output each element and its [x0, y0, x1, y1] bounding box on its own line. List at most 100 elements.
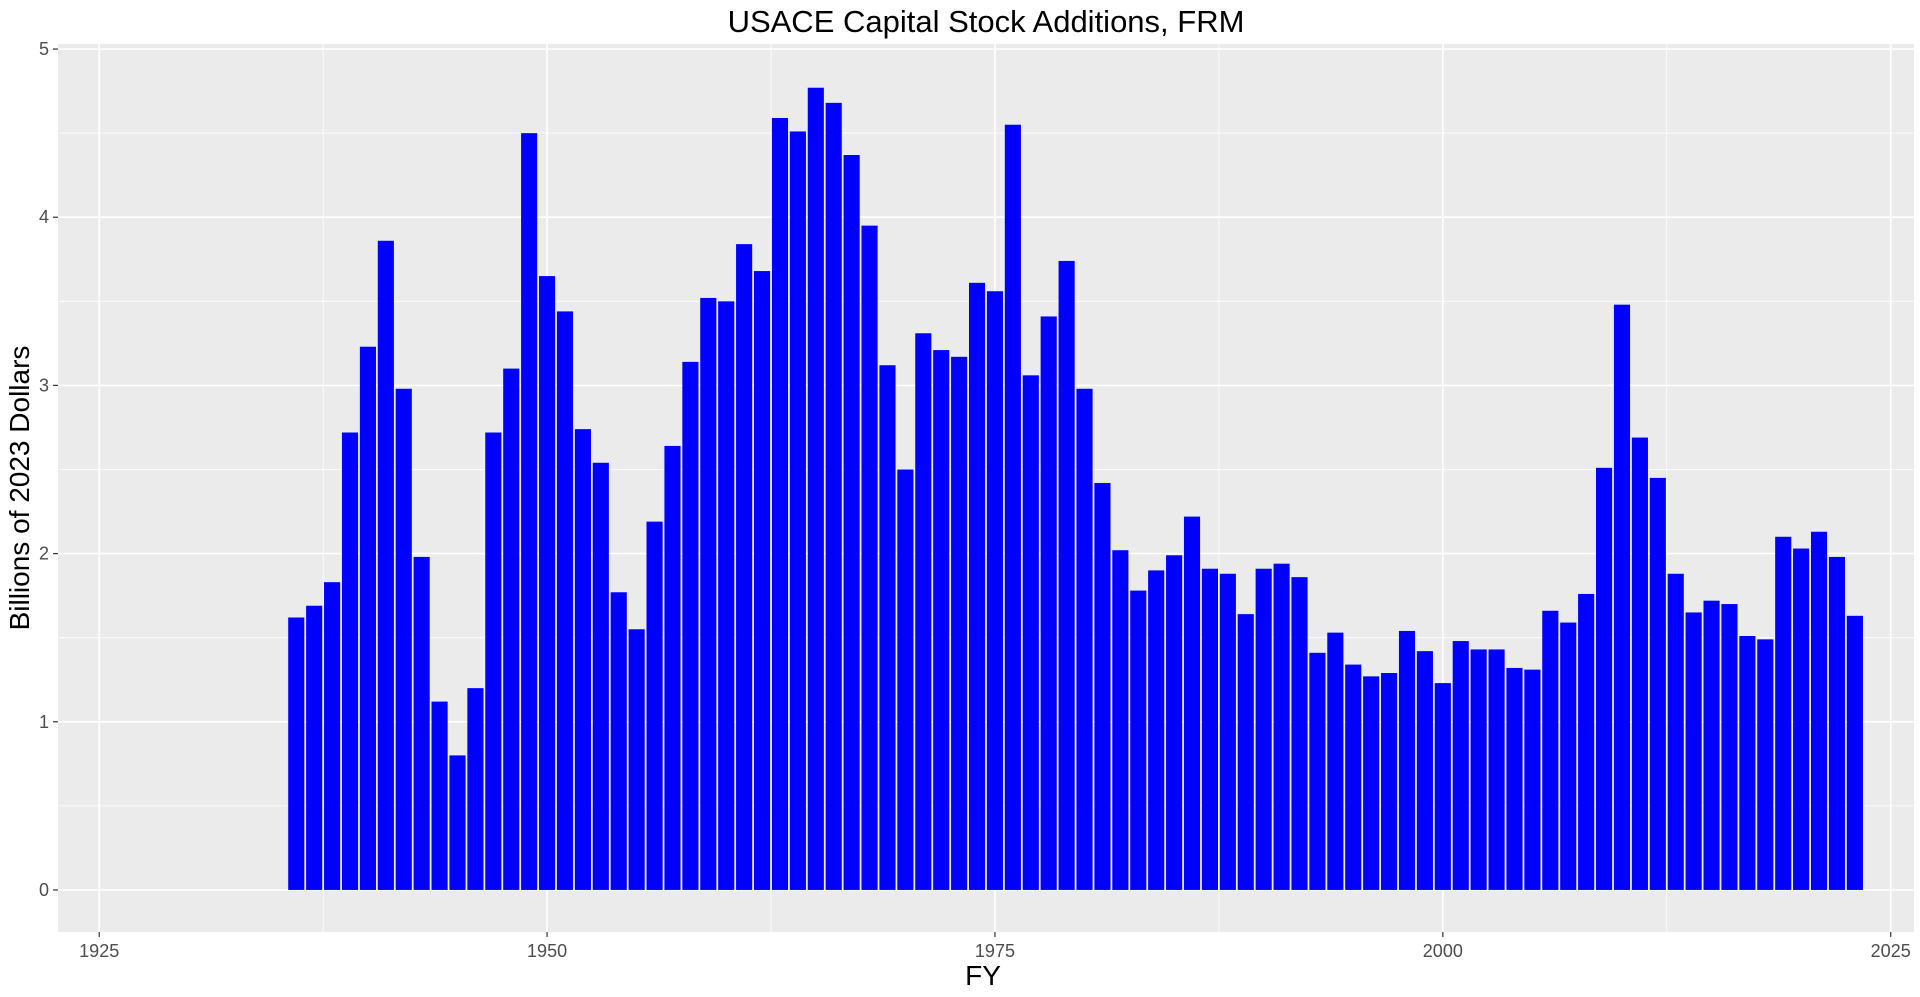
bar-1976: [1004, 124, 1021, 890]
bar-1940: [359, 346, 376, 890]
bar-1947: [485, 432, 502, 890]
chart-title: USACE Capital Stock Additions, FRM: [728, 4, 1245, 39]
bar-1993: [1309, 652, 1326, 890]
x-tick-label: 1925: [79, 941, 119, 961]
bar-1957: [664, 445, 681, 890]
bar-1991: [1273, 563, 1290, 890]
bar-1998: [1398, 630, 1416, 890]
bar-1946: [467, 688, 484, 890]
x-axis: 1925 1950 1975 2000 2025: [79, 932, 1911, 961]
y-axis: 0 1 2 3 4 5: [39, 39, 58, 900]
bar-1961: [736, 244, 753, 890]
x-axis-title: FY: [965, 960, 1001, 991]
bar-2012: [1649, 477, 1666, 890]
bar-2001: [1452, 641, 1469, 890]
bar-2014: [1685, 612, 1702, 890]
bar-1952: [574, 429, 591, 890]
bar-1937: [306, 605, 323, 890]
bar-2016: [1721, 604, 1738, 890]
bar-2017: [1739, 636, 1756, 890]
y-tick-label: 3: [39, 375, 49, 395]
bar-1939: [341, 432, 359, 890]
bar-1992: [1291, 577, 1308, 890]
y-tick-label: 4: [39, 207, 49, 227]
bar-1978: [1040, 316, 1057, 890]
bar-1971: [915, 333, 932, 890]
bar-1996: [1363, 676, 1380, 890]
bar-1965: [807, 87, 824, 890]
bar-1969: [879, 365, 896, 890]
y-axis-title: Billions of 2023 Dollars: [4, 346, 35, 631]
bar-1977: [1022, 375, 1039, 890]
bar-1966: [825, 102, 842, 890]
bar-2003: [1488, 649, 1505, 890]
bar-1985: [1166, 555, 1183, 890]
bar-2020: [1793, 548, 1810, 890]
bar-2004: [1506, 667, 1523, 890]
bar-1948: [503, 368, 520, 890]
y-tick-label: 0: [39, 880, 49, 900]
bar-2007: [1560, 622, 1577, 890]
bar-1945: [449, 755, 466, 890]
bar-1999: [1416, 651, 1433, 890]
bar-1990: [1255, 568, 1272, 890]
bar-1956: [646, 521, 663, 890]
bar-1972: [933, 350, 950, 890]
y-tick-label: 2: [39, 544, 49, 564]
bar-1995: [1345, 664, 1362, 890]
bar-1980: [1076, 388, 1093, 890]
bar-2009: [1596, 467, 1613, 890]
x-tick-label: 1975: [975, 941, 1015, 961]
y-tick-label: 5: [39, 39, 49, 59]
bar-2019: [1775, 536, 1792, 890]
bar-1981: [1094, 482, 1111, 890]
bar-1955: [628, 629, 645, 890]
x-tick-label: 2000: [1423, 941, 1463, 961]
bar-1941: [377, 240, 394, 890]
bar-2022: [1828, 556, 1846, 890]
bar-1974: [968, 282, 986, 890]
bar-1984: [1148, 570, 1165, 890]
bar-1951: [556, 311, 574, 890]
bar-1953: [592, 462, 609, 890]
bar-2018: [1757, 639, 1774, 890]
bar-1997: [1381, 673, 1398, 890]
bar-1949: [521, 133, 538, 890]
bar-1943: [413, 556, 430, 890]
bar-1938: [324, 582, 341, 890]
bar-1950: [539, 276, 556, 890]
bar-1958: [682, 361, 699, 890]
bar-1964: [789, 131, 806, 890]
bar-2008: [1578, 593, 1595, 890]
bar-1960: [718, 301, 735, 890]
bar-1959: [700, 297, 717, 890]
y-tick-label: 1: [39, 712, 49, 732]
bar-1983: [1130, 590, 1147, 890]
bar-1973: [951, 356, 968, 890]
bar-2006: [1542, 610, 1559, 890]
bar-2013: [1667, 573, 1684, 890]
x-tick-label: 1950: [527, 941, 567, 961]
bar-1975: [986, 291, 1004, 890]
bar-1987: [1201, 568, 1218, 890]
bars: [288, 87, 1863, 890]
bar-1979: [1058, 260, 1075, 890]
bar-1989: [1237, 614, 1254, 890]
bar-2002: [1470, 649, 1487, 890]
bar-1944: [431, 701, 448, 890]
bar-1942: [395, 388, 412, 890]
bar-1963: [771, 118, 789, 890]
bar-1982: [1112, 550, 1129, 890]
bar-1936: [288, 617, 305, 890]
bar-1962: [754, 271, 771, 890]
x-tick-label: 2025: [1871, 941, 1911, 961]
bar-2000: [1434, 683, 1451, 890]
bar-1954: [610, 592, 627, 890]
bar-2015: [1703, 600, 1720, 890]
bar-1967: [843, 155, 860, 890]
bar-2011: [1631, 437, 1648, 890]
bar-1988: [1219, 573, 1236, 890]
bar-2010: [1613, 304, 1631, 890]
